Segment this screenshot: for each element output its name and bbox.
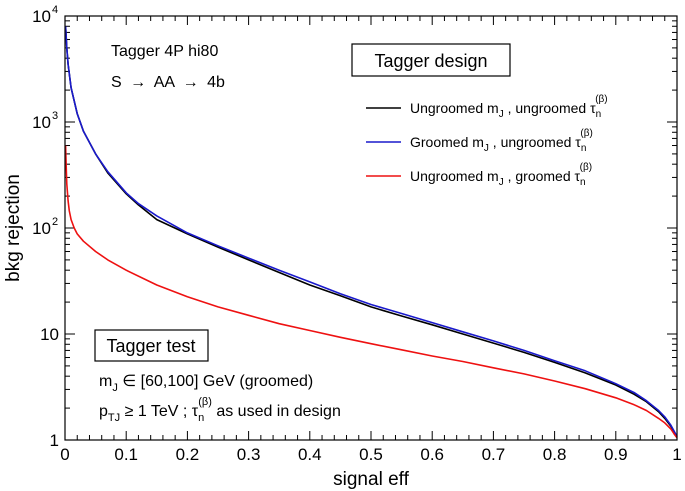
y-tick-label: 10 — [32, 113, 51, 132]
x-tick-label: 0.5 — [359, 445, 383, 464]
y-tick-exponent: 4 — [52, 4, 58, 16]
x-axis-title: signal eff — [333, 469, 409, 490]
y-tick-label: 10 — [40, 325, 59, 344]
series-lines — [64, 26, 678, 439]
x-tick-label: 0 — [60, 445, 69, 464]
test-title-box — [94, 329, 209, 362]
series-line-2 — [64, 145, 678, 439]
tagger-name-annotation: Tagger 4P hi80 — [111, 43, 218, 60]
x-tick-label: 0.7 — [482, 445, 506, 464]
test-pt-cut: pTJ ≥ 1 TeV ; τn(β) as used in design — [99, 396, 341, 424]
y-tick-exponent: 3 — [52, 110, 58, 122]
y-axis-title: bkg rejection — [3, 174, 24, 282]
y-tick-label: 10 — [32, 219, 51, 238]
legend-label-groomed-ungroomed: Groomed mJ , ungroomed τn(β) — [410, 128, 593, 154]
y-tick-label: 1 — [50, 431, 59, 450]
y-tick-exponent: 2 — [52, 216, 58, 228]
x-tick-label: 0.1 — [114, 445, 138, 464]
x-tick-label: 0.4 — [298, 445, 322, 464]
test-title: Tagger test — [106, 336, 195, 356]
series-line-1 — [64, 26, 678, 437]
legend: Ungroomed mJ , ungroomed τn(β) Groomed m… — [366, 94, 608, 188]
process-annotation: S → AA → 4b — [111, 74, 225, 91]
y-tick-label: 10 — [32, 7, 51, 26]
x-tick-label: 0.9 — [604, 445, 628, 464]
x-tick-label: 1 — [672, 445, 681, 464]
x-tick-label: 0.8 — [543, 445, 567, 464]
design-title: Tagger design — [374, 51, 487, 71]
x-tick-label: 0.6 — [420, 445, 444, 464]
x-tick-label: 0.3 — [237, 445, 261, 464]
x-tick-label: 0.2 — [176, 445, 200, 464]
plot-frame — [64, 15, 678, 441]
test-mass-window: mJ ∈ [60,100] GeV (groomed) — [99, 373, 313, 394]
legend-label-ungroomed-ungroomed: Ungroomed mJ , ungroomed τn(β) — [410, 94, 608, 120]
design-title-box — [351, 43, 511, 77]
legend-label-ungroomed-groomed: Ungroomed mJ , groomed τn(β) — [410, 162, 592, 188]
